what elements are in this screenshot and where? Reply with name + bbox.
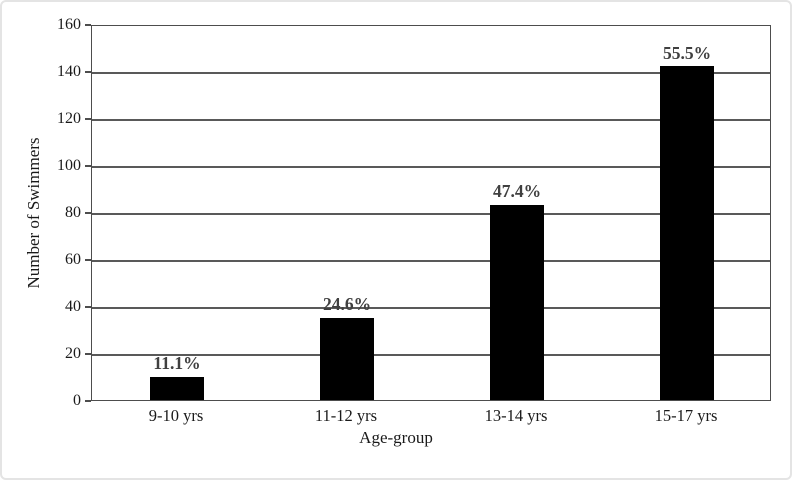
bar-value-label: 47.4% [492, 181, 542, 202]
y-tick-label: 80 [65, 204, 81, 221]
y-tick-label: 160 [57, 16, 81, 33]
y-tick-label: 100 [57, 157, 81, 174]
bar [150, 376, 204, 400]
y-tick-label: 120 [57, 110, 81, 127]
y-tick-mark [85, 400, 91, 402]
x-tick-label: 9-10 yrs [148, 406, 204, 425]
bar [490, 204, 544, 400]
y-tick-mark [85, 118, 91, 120]
x-axis-title: Age-group [359, 428, 433, 447]
gridline [92, 119, 770, 121]
bar-value-label: 11.1% [153, 353, 201, 373]
gridline [92, 260, 770, 262]
y-tick-mark [85, 71, 91, 73]
y-tick-mark [85, 306, 91, 308]
gridline [92, 354, 770, 356]
y-tick-label: 140 [57, 63, 81, 80]
y-tick-mark [85, 353, 91, 355]
bar [320, 317, 374, 400]
bar-value-label: 55.5% [662, 42, 712, 63]
x-tick-label: 15-17 yrs [654, 406, 718, 425]
gridline [92, 307, 770, 309]
bar-value-label: 24.6% [322, 294, 372, 315]
bar [660, 66, 714, 400]
y-tick-mark [85, 212, 91, 214]
y-tick-mark [85, 259, 91, 261]
x-tick-label: 13-14 yrs [484, 406, 548, 425]
x-tick-label: 11-12 yrs [314, 406, 378, 425]
y-tick-label: 20 [65, 345, 81, 362]
y-tick-mark [85, 165, 91, 167]
y-tick-label: 0 [73, 392, 81, 409]
y-tick-label: 40 [65, 298, 81, 315]
gridline [92, 72, 770, 74]
y-tick-label: 60 [65, 251, 81, 268]
plot-area: 11.1% 24.6% 47.4% 55.5% [91, 25, 771, 401]
y-tick-mark [85, 24, 91, 26]
gridline [92, 213, 770, 215]
gridline [92, 166, 770, 168]
